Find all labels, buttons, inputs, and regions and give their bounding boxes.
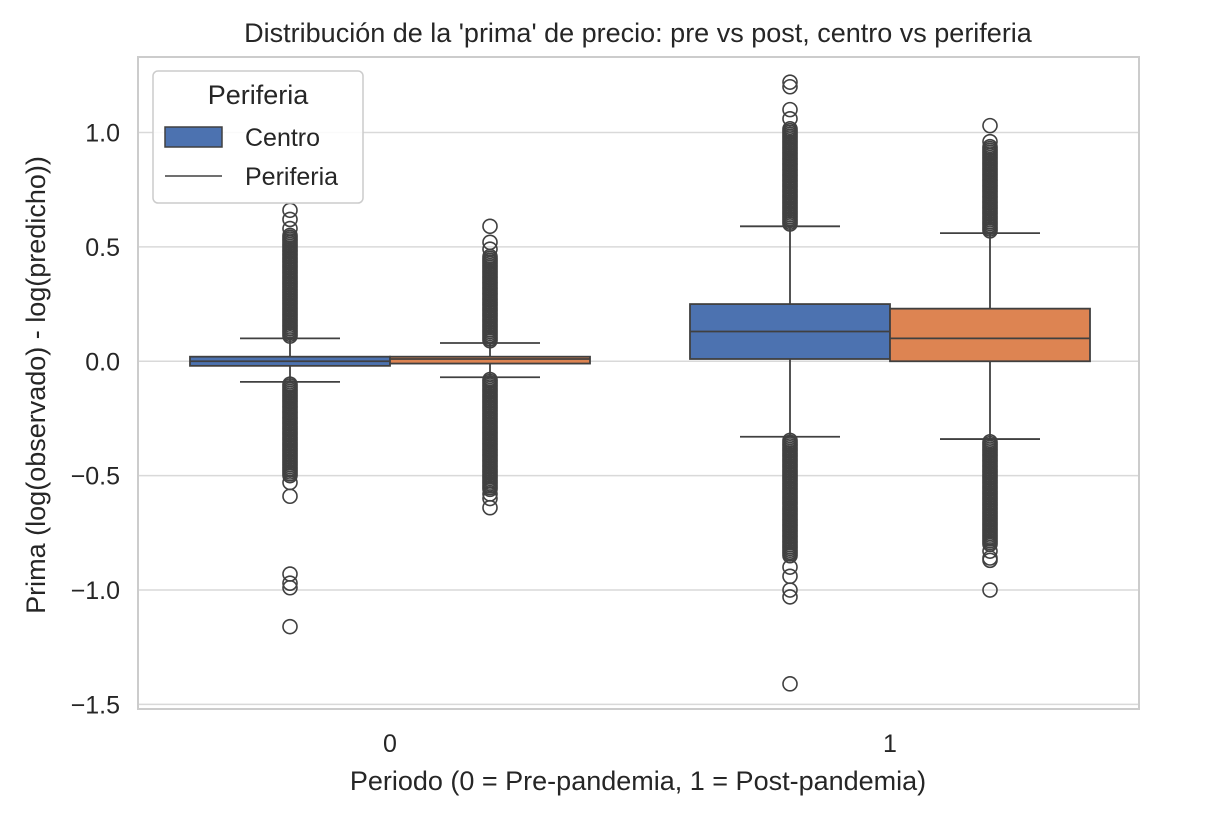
outlier-point [482,499,498,516]
outlier-point [282,202,298,219]
outlier-point [482,241,498,257]
chart-title: Distribución de la 'prima' de precio: pr… [244,18,1033,48]
outlier-point [482,218,498,235]
outlier-point [982,543,998,559]
x-tick-label: 1 [883,730,897,758]
outlier-point [782,74,798,90]
y-axis-label: Prima (log(observado) - log(predicho)) [21,156,51,614]
outlier-point [282,376,298,392]
outlier-point [282,220,298,237]
outlier-point [982,433,998,450]
legend[interactable]: Periferia Centro Periferia [152,70,364,204]
x-axis-label: Periodo (0 = Pre-pandemia, 1 = Post-pand… [350,766,926,796]
outlier-point [782,676,798,692]
outlier-point [982,552,998,569]
plot-frame [137,56,1140,710]
box-group [689,74,891,692]
outlier-point [782,121,798,137]
outlier-point [282,211,298,228]
legend-frame [152,70,364,204]
outlier-point [982,138,998,155]
outlier-point [782,78,798,95]
box-group [189,202,391,635]
outlier-point [282,618,298,635]
box-group [889,117,1091,598]
y-tick-labels: 1.0 0.5 0.0 −0.5 −1.0 −1.5 [71,119,120,719]
y-tick-label: −0.5 [71,463,120,491]
y-tick-label: 0.5 [85,234,120,262]
outlier-point [782,432,798,449]
legend-label-periferia: Periferia [245,163,338,191]
outlier-point [982,117,998,134]
outlier-point [782,589,798,605]
iqr-box [389,355,591,365]
outlier-point [982,582,998,598]
outlier-point [282,575,298,591]
outlier-point [782,110,798,127]
iqr-box [889,307,1091,363]
y-tick-label: −1.0 [71,577,120,605]
outlier-point [982,133,998,150]
outlier-point [482,490,498,507]
outlier-point [282,227,298,244]
y-tick-label: 1.0 [85,119,120,147]
box-groups [189,74,1091,692]
outlier-point [282,579,298,596]
legend-label-centro: Centro [245,124,320,152]
box-group [389,218,591,516]
outlier-point [782,582,798,598]
outlier-point [782,559,798,575]
outlier-point [482,234,498,251]
x-tick-label: 0 [383,730,397,758]
legend-title: Periferia [208,80,310,110]
outlier-point [282,488,298,505]
y-tick-label: 0.0 [85,348,120,376]
y-tick-label: −1.5 [71,691,120,719]
outlier-point [782,568,798,585]
outlier-point [482,371,498,388]
outlier-point [782,101,798,118]
legend-swatch-centro [164,126,223,148]
